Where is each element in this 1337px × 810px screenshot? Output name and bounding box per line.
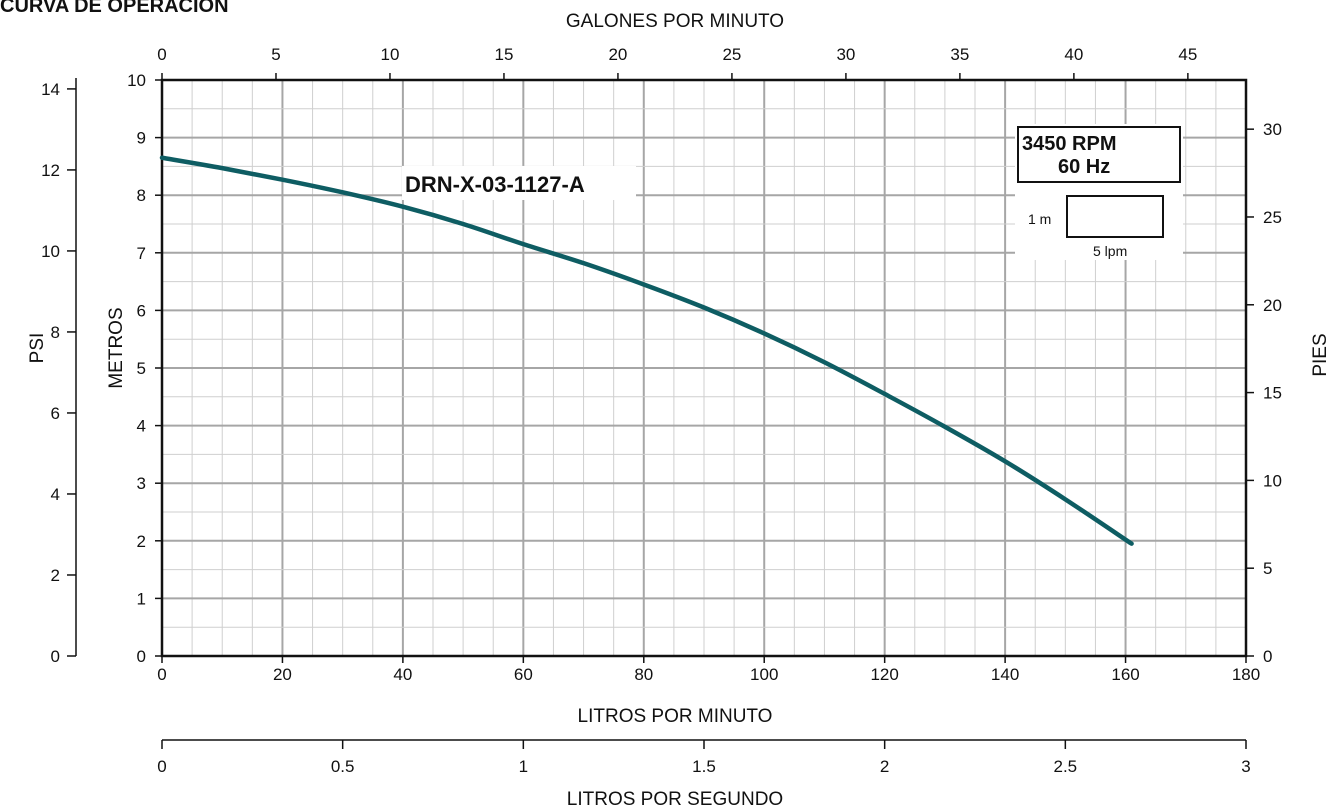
top-tick-label: 0 [157, 45, 166, 64]
lps-tick-label: 1.5 [692, 757, 716, 776]
bottom-tick-label: 140 [991, 665, 1019, 684]
left-tick-label: 7 [137, 244, 146, 263]
right-axis-title: PIES [1310, 333, 1331, 376]
top-axis-title: GALONES POR MINUTO [566, 11, 784, 32]
curve-label: DRN-X-03-1127-A [402, 166, 636, 200]
bottom-tick-label: 180 [1232, 665, 1260, 684]
bottom-tick-label: 80 [634, 665, 653, 684]
bottom-tick-label: 100 [750, 665, 778, 684]
psi-tick-label: 0 [51, 647, 60, 666]
series-layer [159, 155, 1134, 546]
right-tick-label: 5 [1263, 559, 1272, 578]
lps-tick-label: 1 [519, 757, 528, 776]
rpm-text: 3450 RPM [1022, 133, 1117, 155]
page-title: CURVA DE OPERACION [0, 0, 229, 17]
right-tick-label: 25 [1263, 208, 1282, 227]
lps-tick-label: 2 [880, 757, 889, 776]
series-line [159, 155, 1134, 546]
hz-text: 60 Hz [1058, 156, 1110, 178]
top-tick-label: 20 [608, 45, 627, 64]
right-tick-label: 10 [1263, 471, 1282, 490]
curve-label-background [402, 166, 636, 200]
scale-legend: 1 m 5 lpm [1028, 195, 1164, 259]
left-tick-label: 5 [137, 359, 146, 378]
bottom-tick-label: 160 [1111, 665, 1139, 684]
rpm-box: 3450 RPM 60 Hz [1015, 124, 1183, 260]
left-axis-title: METROS [106, 307, 127, 388]
psi-tick-label: 12 [41, 161, 60, 180]
left-tick-label: 10 [127, 71, 146, 90]
scale-horizontal-label: 5 lpm [1093, 243, 1127, 259]
scale-vertical-label: 1 m [1028, 211, 1051, 227]
psi-axis-title: PSI [27, 333, 48, 364]
top-tick-label: 45 [1178, 45, 1197, 64]
right-tick-label: 20 [1263, 296, 1282, 315]
bottom-tick-label: 40 [393, 665, 412, 684]
lps-tick-label: 0 [157, 757, 166, 776]
left-tick-label: 2 [137, 532, 146, 551]
top-tick-label: 10 [381, 45, 400, 64]
curve-label-text: DRN-X-03-1127-A [405, 172, 585, 197]
right-tick-label: 15 [1263, 384, 1282, 403]
right-tick-label: 30 [1263, 120, 1282, 139]
psi-tick-label: 2 [51, 566, 60, 585]
top-tick-label: 30 [836, 45, 855, 64]
psi-tick-label: 14 [41, 80, 60, 99]
bottom-axis-title: LITROS POR MINUTO [578, 706, 773, 727]
left-tick-label: 6 [137, 301, 146, 320]
psi-tick-label: 4 [51, 485, 60, 504]
bottom-tick-label: 60 [514, 665, 533, 684]
left-tick-label: 9 [137, 129, 146, 148]
left-tick-label: 8 [137, 186, 146, 205]
scale-box [1066, 195, 1164, 238]
psi-tick-label: 10 [41, 242, 60, 261]
right-tick-label: 0 [1263, 647, 1272, 666]
left-tick-label: 0 [137, 647, 146, 666]
top-tick-label: 15 [494, 45, 513, 64]
lps-axis-title: LITROS POR SEGUNDO [567, 789, 783, 810]
lps-tick-label: 3 [1241, 757, 1250, 776]
bottom-tick-label: 120 [870, 665, 898, 684]
bottom-tick-label: 20 [273, 665, 292, 684]
top-tick-label: 5 [271, 45, 280, 64]
rpm-box-frame [1017, 126, 1181, 183]
psi-tick-label: 6 [51, 404, 60, 423]
lps-tick-label: 2.5 [1054, 757, 1078, 776]
top-tick-label: 40 [1064, 45, 1083, 64]
lps-tick-label: 0.5 [331, 757, 355, 776]
left-tick-label: 3 [137, 474, 146, 493]
psi-tick-label: 8 [51, 323, 60, 342]
left-tick-label: 1 [137, 589, 146, 608]
top-tick-label: 25 [722, 45, 741, 64]
top-tick-label: 35 [950, 45, 969, 64]
left-tick-label: 4 [137, 417, 146, 436]
bottom-tick-label: 0 [157, 665, 166, 684]
